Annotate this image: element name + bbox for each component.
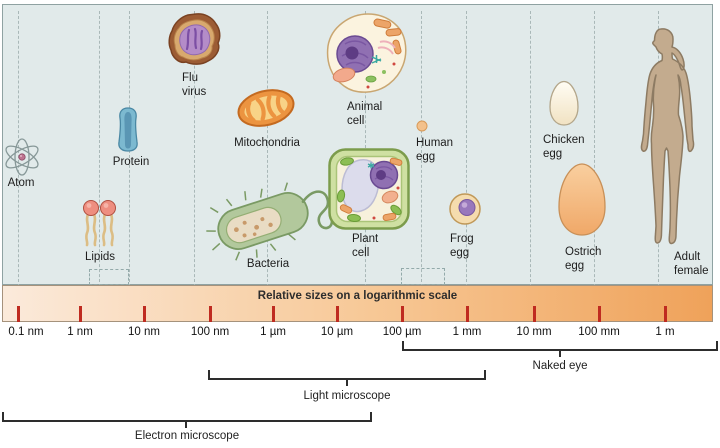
chicken-egg-label: Chicken egg (543, 134, 585, 160)
flu-virus-icon (168, 13, 221, 65)
gridline (466, 11, 467, 287)
lipids-icon (83, 200, 116, 247)
scale-tick-label: 1 nm (67, 326, 93, 338)
naked-eye-label: Naked eye (532, 360, 588, 372)
scale-tick-label: 1 µm (260, 326, 286, 338)
ostrich-egg-icon (558, 163, 606, 236)
adult-female-label: Adult female (674, 251, 709, 277)
scale-tick (465, 306, 469, 322)
protein-icon (118, 107, 138, 152)
scale-tick (16, 306, 20, 322)
protein-label: Protein (112, 156, 150, 168)
plant-cell-label: Plant cell (352, 233, 379, 259)
electron-microscope-bracket-stem (185, 420, 187, 428)
scale-tick (532, 306, 536, 322)
gridline (18, 11, 19, 287)
mitochondria-icon (237, 89, 295, 127)
scale-tick (597, 306, 601, 322)
scale-tick-label: 10 mm (516, 326, 552, 338)
scale-tick-label: 10 µm (320, 326, 354, 338)
scale-tick-label: 10 nm (128, 326, 160, 338)
gridline (267, 11, 268, 287)
animal-cell-label: Animal cell (347, 101, 383, 127)
scale-bar: Relative sizes on a logarithmic scale (2, 285, 713, 322)
scale-tick (400, 306, 404, 322)
gridline (194, 11, 195, 287)
chicken-egg-icon (549, 80, 579, 126)
gridline (530, 11, 531, 287)
scale-bar-title: Relative sizes on a logarithmic scale (257, 290, 458, 302)
animal-cell-icon (326, 13, 407, 93)
atom-label: Atom (7, 177, 35, 189)
scale-tick (142, 306, 146, 322)
electron-microscope-bracket (2, 412, 372, 422)
human-egg-label: Human egg (416, 137, 454, 163)
scale-tick-label: 100 µm (382, 326, 422, 338)
frog-egg-icon (449, 193, 481, 225)
callout-box (89, 269, 129, 285)
lipids-label: Lipids (84, 251, 116, 263)
scale-tick-label: 0.1 nm (8, 326, 44, 338)
adult-female-icon (640, 28, 695, 245)
electron-microscope-label: Electron microscope (134, 430, 240, 442)
mitochondria-label: Mitochondria (234, 137, 300, 149)
scale-tick (335, 306, 339, 322)
scale-tick-label: 1 mm (452, 326, 482, 338)
scale-tick-label: 100 nm (190, 326, 230, 338)
scale-tick (663, 306, 667, 322)
scale-tick-label: 100 mm (578, 326, 620, 338)
flu-virus-label: Flu virus (182, 72, 207, 98)
bacteria-icon (206, 182, 333, 261)
gridline (99, 11, 100, 287)
ostrich-egg-label: Ostrich egg (565, 246, 602, 272)
callout-box (401, 268, 445, 285)
scale-tick (208, 306, 212, 322)
human-egg-icon (416, 120, 428, 132)
scale-tick (78, 306, 82, 322)
scale-tick-label: 1 m (655, 326, 675, 338)
scale-tick (271, 306, 275, 322)
gridline (421, 11, 422, 287)
plant-cell-icon (328, 148, 410, 230)
atom-icon (5, 138, 39, 176)
gridline (594, 11, 595, 287)
light-microscope-label: Light microscope (303, 390, 391, 402)
naked-eye-bracket-stem (559, 349, 561, 357)
frog-egg-label: Frog egg (450, 233, 474, 259)
light-microscope-bracket-stem (346, 378, 348, 386)
bacteria-label: Bacteria (246, 258, 290, 270)
